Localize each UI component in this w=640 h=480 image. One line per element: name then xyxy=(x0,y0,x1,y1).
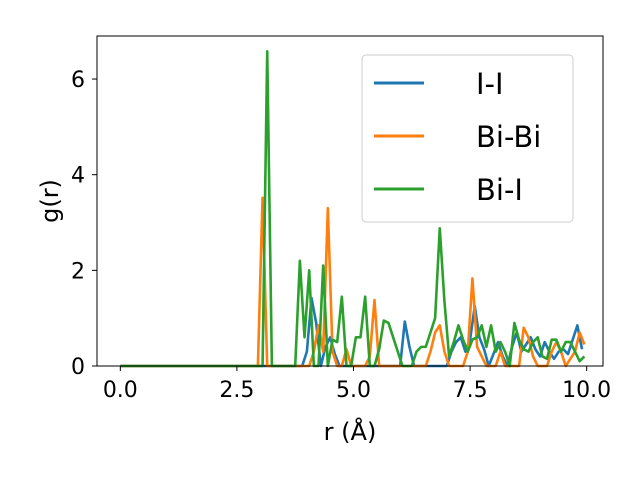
y-tick-label: 0 xyxy=(71,355,85,380)
x-tick-label: 10.0 xyxy=(562,378,611,403)
y-axis: 0 2 4 6 xyxy=(71,68,97,380)
legend-label-bi-bi: Bi-Bi xyxy=(476,120,541,154)
x-tick-label: 0.0 xyxy=(103,378,138,403)
x-tick-label: 7.5 xyxy=(453,378,488,403)
series-line-bi-i xyxy=(120,49,586,368)
y-tick-label: 6 xyxy=(71,68,85,93)
legend-box xyxy=(361,54,574,223)
x-axis-label: r (Å) xyxy=(324,417,377,446)
legend-label-i-i: I-I xyxy=(476,67,504,101)
x-axis: 0.0 2.5 5.0 7.5 10.0 xyxy=(103,366,611,403)
y-axis-label: g(r) xyxy=(36,179,64,223)
y-tick-label: 2 xyxy=(71,259,85,284)
x-tick-label: 5.0 xyxy=(336,378,371,403)
x-tick-label: 2.5 xyxy=(219,378,254,403)
y-tick-label: 4 xyxy=(71,164,85,189)
legend: I-I Bi-Bi Bi-I xyxy=(361,54,574,223)
plot-frame xyxy=(96,35,604,367)
legend-label-bi-i: Bi-I xyxy=(476,173,523,207)
